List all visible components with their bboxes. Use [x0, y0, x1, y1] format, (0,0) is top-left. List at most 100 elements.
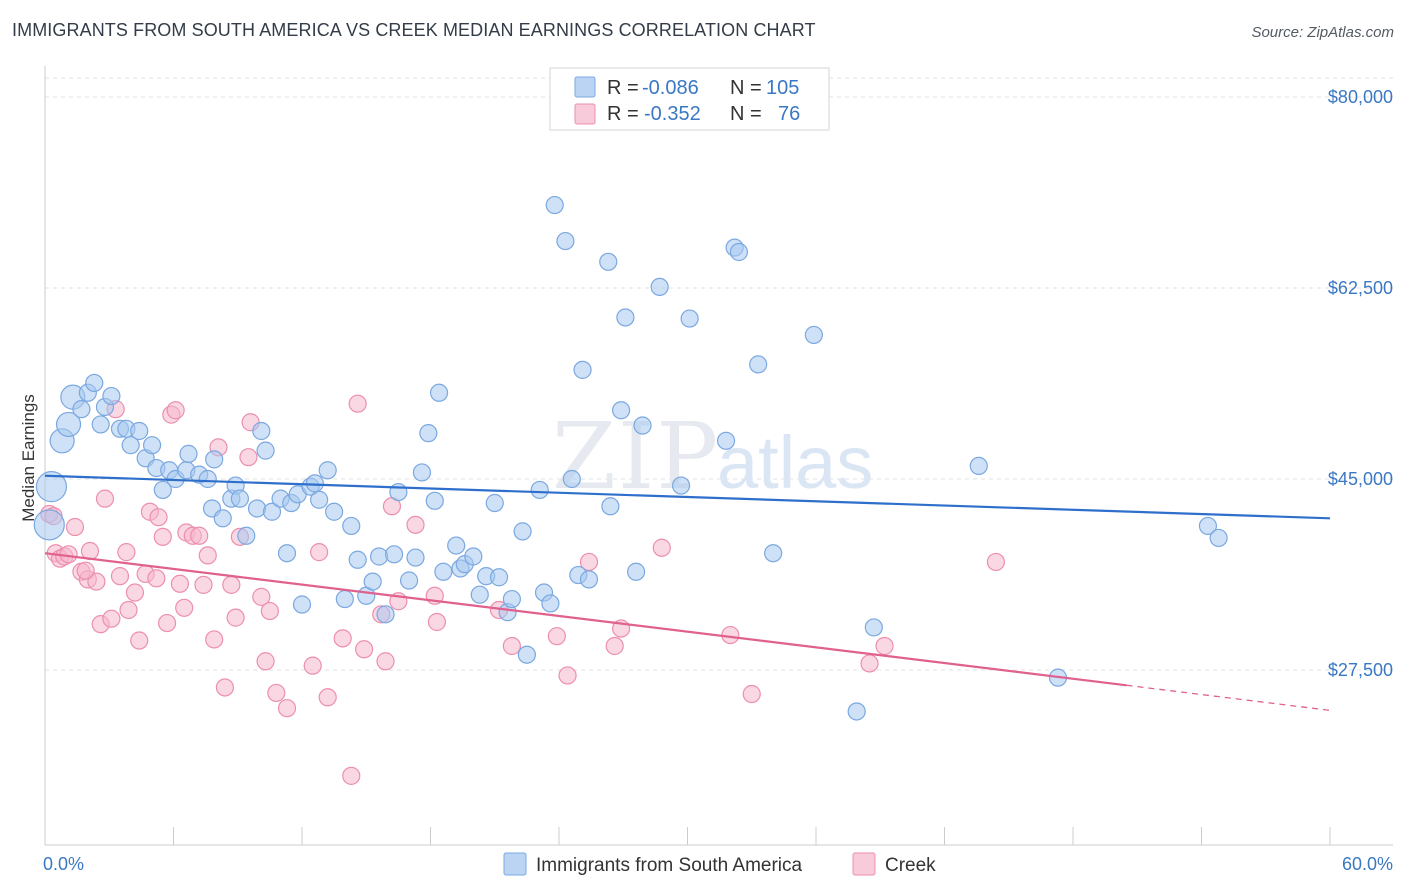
y-tick-label: $45,000 — [1328, 469, 1393, 489]
south-america-point — [237, 526, 256, 545]
creek-point — [558, 666, 577, 685]
south-america-point — [252, 421, 271, 441]
creek-point — [406, 515, 425, 534]
creek-point — [157, 613, 177, 633]
south-america-point — [153, 480, 172, 500]
south-america-point — [464, 547, 483, 566]
creek-point — [742, 684, 761, 704]
south-america-point — [348, 550, 367, 569]
creek-point — [502, 636, 521, 656]
creek-point — [117, 543, 136, 562]
south-america-point — [804, 325, 823, 345]
legend-label-creek: Creek — [885, 855, 936, 876]
legend-n-value-1: 105 — [766, 77, 799, 99]
south-america-points — [33, 195, 1228, 721]
south-america-point — [425, 491, 444, 510]
south-america-point — [325, 502, 344, 521]
axes — [44, 66, 1393, 846]
y-tick-labels: $27,500 $45,000 $62,500 $80,000 — [1328, 87, 1393, 680]
south-america-point — [205, 450, 224, 469]
south-america-point — [370, 547, 389, 566]
south-america-point — [310, 490, 329, 509]
creek-point — [277, 699, 297, 718]
creek-point — [215, 678, 234, 697]
creek-point — [348, 394, 367, 413]
south-america-point — [399, 571, 419, 590]
south-america-point — [626, 562, 646, 581]
creek-point — [260, 601, 279, 621]
south-america-point — [130, 421, 149, 441]
creek-point — [652, 538, 671, 557]
trend-lines — [44, 474, 1331, 712]
south-america-point — [142, 436, 162, 455]
south-america-point — [541, 594, 560, 613]
south-america-point — [579, 570, 599, 589]
south-america-point — [55, 411, 82, 438]
south-america-point — [573, 360, 592, 379]
legend-n-value-2: 76 — [778, 103, 800, 125]
south-america-point — [489, 568, 509, 587]
creek-trend-line — [44, 552, 1127, 687]
south-america-point — [419, 424, 438, 443]
south-america-point — [305, 474, 324, 493]
series-legend: Immigrants from South America Creek — [503, 852, 936, 876]
creek-point — [860, 654, 879, 673]
creek-point — [303, 656, 322, 675]
creek-point — [318, 688, 337, 707]
south-america-point — [513, 522, 532, 541]
chart-title: IMMIGRANTS FROM SOUTH AMERICA VS CREEK M… — [12, 20, 816, 40]
creek-point — [95, 489, 115, 508]
south-america-point — [121, 436, 140, 455]
creek-point — [153, 527, 172, 546]
south-america-point — [262, 502, 282, 521]
south-america-point — [247, 499, 267, 518]
south-america-point — [447, 536, 466, 555]
creek-point — [76, 561, 95, 580]
south-america-point — [376, 605, 395, 624]
legend-label-south-america: Immigrants from South America — [536, 855, 803, 876]
south-america-point — [729, 242, 749, 262]
creek-point — [222, 575, 241, 594]
x-tick-label-min: 0.0% — [43, 854, 84, 874]
watermark-atlas: atlas — [717, 421, 873, 504]
creek-point — [256, 652, 275, 671]
legend-box — [549, 67, 830, 131]
south-america-point — [102, 386, 121, 406]
south-america-point — [716, 431, 736, 450]
south-america-point — [35, 471, 68, 503]
creek-point — [333, 629, 352, 648]
x-tick-labels: 0.0% 60.0% — [43, 854, 1393, 874]
south-america-point — [72, 400, 91, 419]
south-america-point — [318, 461, 337, 480]
south-america-point — [764, 544, 783, 563]
south-america-point — [33, 509, 65, 541]
south-america-point — [969, 456, 988, 476]
creek-point — [102, 609, 121, 628]
south-america-point — [384, 545, 404, 564]
south-america-point — [230, 489, 249, 508]
south-america-point — [530, 480, 549, 500]
south-america-point — [749, 355, 768, 374]
south-america-point — [434, 562, 453, 581]
creek-point — [267, 683, 286, 703]
south-america-point — [562, 469, 581, 489]
south-america-point — [1198, 516, 1218, 536]
south-america-point — [633, 416, 652, 435]
creek-point — [875, 636, 894, 656]
legend-r-label-1: R = — [607, 77, 639, 99]
correlation-legend: R = -0.086 N = 105 R = -0.352 N = 76 — [549, 67, 830, 131]
creek-point — [427, 612, 447, 632]
south-america-point — [277, 544, 297, 563]
south-america-point — [612, 401, 631, 420]
creek-point — [226, 608, 245, 627]
south-america-point — [556, 231, 575, 251]
south-america-point — [412, 463, 432, 482]
south-america-point — [517, 645, 536, 664]
y-tick-label: $27,500 — [1328, 660, 1393, 680]
creek-point — [190, 526, 209, 545]
south-america-point — [292, 595, 312, 614]
creek-point — [130, 631, 149, 650]
legend-n-label-2: N = — [730, 103, 762, 125]
creek-point — [310, 543, 329, 562]
